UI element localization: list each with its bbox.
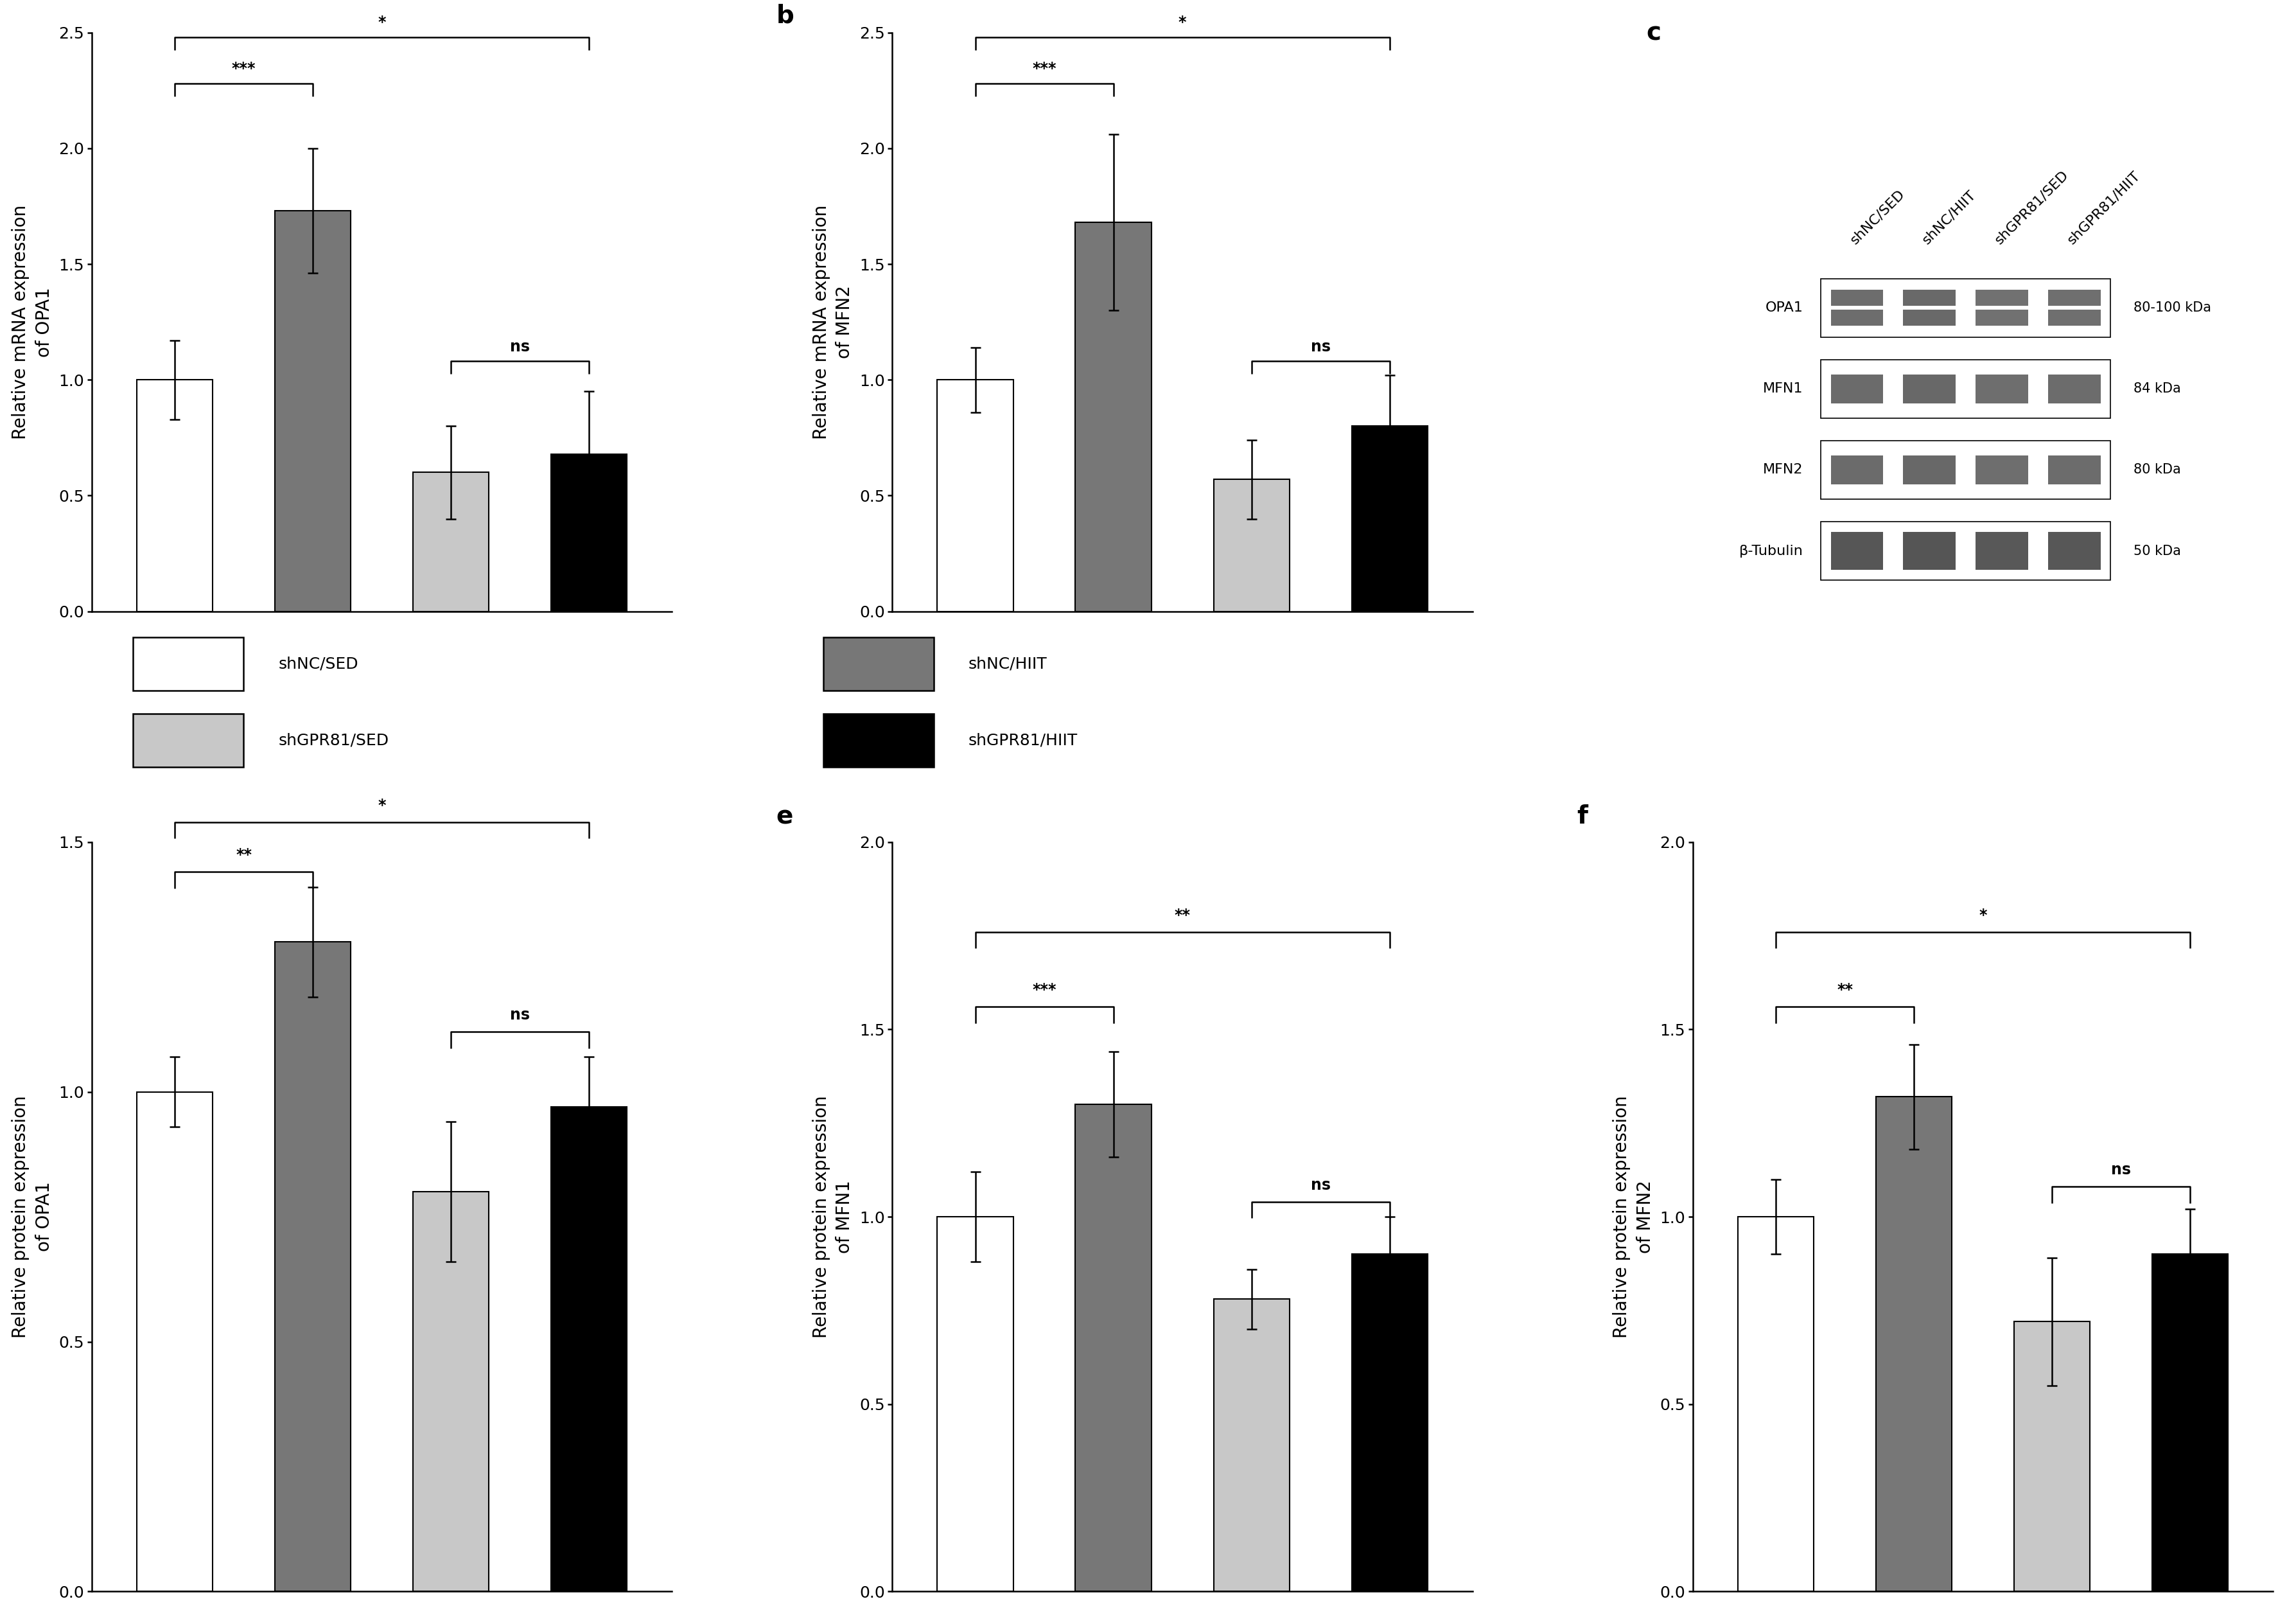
Text: c: c — [1646, 21, 1662, 45]
Bar — [2151, 1254, 2227, 1592]
Bar — [1876, 1096, 1952, 1592]
Bar — [276, 211, 351, 611]
Text: ***: *** — [1033, 62, 1056, 76]
Bar — [1821, 440, 2110, 499]
Bar — [1903, 289, 1956, 305]
Text: *: * — [1178, 15, 1187, 31]
Bar — [937, 1216, 1013, 1592]
Text: e: e — [776, 804, 794, 828]
Bar — [1830, 310, 1883, 326]
Bar — [138, 1091, 214, 1592]
Text: ns: ns — [1311, 339, 1329, 354]
Text: shGPR81/HIIT: shGPR81/HIIT — [969, 732, 1077, 747]
Bar — [1903, 374, 1956, 403]
Text: MFN2: MFN2 — [1763, 463, 1802, 476]
Text: **: ** — [1176, 908, 1189, 922]
Text: OPA1: OPA1 — [1766, 302, 1802, 313]
Text: ns: ns — [2110, 1163, 2131, 1177]
Text: 80-100 kDa: 80-100 kDa — [2133, 302, 2211, 313]
Bar — [1903, 310, 1956, 326]
Bar — [1352, 425, 1428, 611]
Bar — [2048, 533, 2101, 570]
Text: *: * — [1979, 908, 1986, 922]
Bar — [1075, 1104, 1150, 1592]
Bar — [1830, 374, 1883, 403]
Bar — [1977, 455, 2027, 484]
Y-axis label: Relative protein expression
of MFN1: Relative protein expression of MFN1 — [813, 1096, 854, 1338]
Text: **: ** — [236, 848, 253, 862]
Bar — [1821, 521, 2110, 580]
Text: shGPR81/SED: shGPR81/SED — [1993, 169, 2071, 247]
Bar — [1215, 479, 1290, 611]
Bar — [2048, 455, 2101, 484]
Text: b: b — [776, 3, 794, 28]
Bar — [276, 942, 351, 1592]
Bar — [937, 380, 1013, 611]
Text: shNC/HIIT: shNC/HIIT — [1919, 188, 1979, 247]
Bar — [2048, 374, 2101, 403]
Bar — [133, 713, 243, 767]
Bar — [1903, 533, 1956, 570]
Bar — [2048, 289, 2101, 305]
Text: MFN1: MFN1 — [1763, 382, 1802, 395]
Text: 84 kDa: 84 kDa — [2133, 382, 2181, 395]
Bar — [1352, 1254, 1428, 1592]
Bar — [1977, 289, 2027, 305]
Bar — [1830, 533, 1883, 570]
Y-axis label: Relative protein expression
of OPA1: Relative protein expression of OPA1 — [11, 1096, 53, 1338]
Text: f: f — [1577, 804, 1589, 828]
Text: ns: ns — [1311, 1177, 1329, 1192]
Bar — [1977, 310, 2027, 326]
Bar — [1977, 374, 2027, 403]
Bar — [138, 380, 214, 611]
Y-axis label: Relative protein expression
of MFN2: Relative protein expression of MFN2 — [1612, 1096, 1655, 1338]
Text: β-Tubulin: β-Tubulin — [1738, 544, 1802, 557]
Bar — [824, 637, 934, 690]
Text: *: * — [379, 15, 386, 31]
Text: shNC/HIIT: shNC/HIIT — [969, 656, 1047, 672]
Bar — [1738, 1216, 1814, 1592]
Bar — [1977, 533, 2027, 570]
Text: ns: ns — [510, 339, 530, 354]
Bar — [1215, 1299, 1290, 1592]
Text: ***: *** — [1033, 983, 1056, 997]
Bar — [824, 713, 934, 767]
Text: shGPR81/HIIT: shGPR81/HIIT — [2066, 169, 2142, 247]
Bar — [2048, 310, 2101, 326]
Bar — [1821, 359, 2110, 417]
Bar — [1903, 455, 1956, 484]
Bar — [133, 637, 243, 690]
Text: ns: ns — [510, 1007, 530, 1023]
Text: shGPR81/SED: shGPR81/SED — [278, 732, 388, 747]
Y-axis label: Relative mRNA expression
of OPA1: Relative mRNA expression of OPA1 — [11, 205, 53, 438]
Text: **: ** — [1837, 983, 1853, 997]
Text: ***: *** — [232, 62, 255, 76]
Text: *: * — [379, 797, 386, 814]
Bar — [1830, 289, 1883, 305]
Text: shNC/SED: shNC/SED — [278, 656, 358, 672]
Bar — [413, 473, 489, 611]
Bar — [551, 1108, 627, 1592]
Bar — [1075, 222, 1150, 611]
Bar — [551, 455, 627, 611]
Text: 80 kDa: 80 kDa — [2133, 463, 2181, 476]
Bar — [1821, 279, 2110, 338]
Bar — [2014, 1322, 2089, 1592]
Y-axis label: Relative mRNA expression
of MFN2: Relative mRNA expression of MFN2 — [813, 205, 854, 438]
Text: 50 kDa: 50 kDa — [2133, 544, 2181, 557]
Bar — [413, 1192, 489, 1592]
Bar — [1830, 455, 1883, 484]
Text: shNC/SED: shNC/SED — [1848, 187, 1908, 247]
